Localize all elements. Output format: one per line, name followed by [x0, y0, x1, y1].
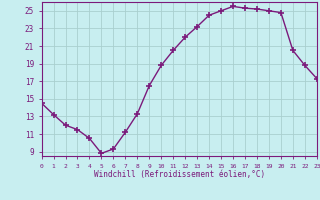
- X-axis label: Windchill (Refroidissement éolien,°C): Windchill (Refroidissement éolien,°C): [94, 170, 265, 179]
